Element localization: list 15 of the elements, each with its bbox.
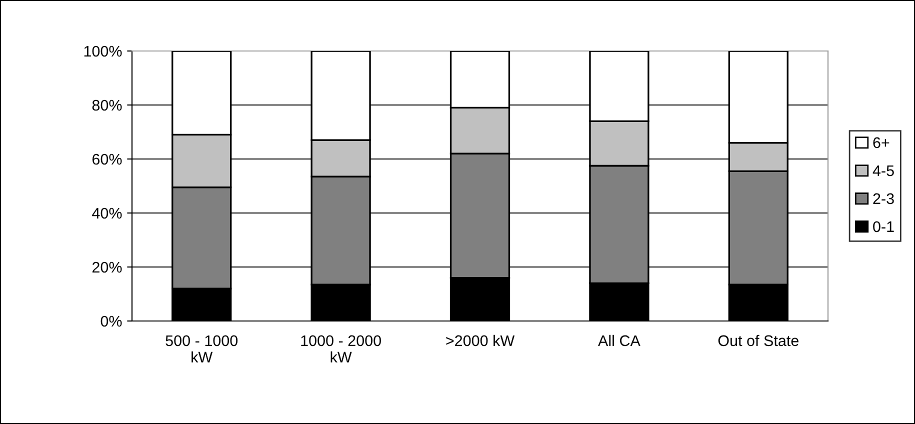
x-tick-label: All CA — [598, 334, 640, 346]
y-tick-label: 20% — [92, 262, 122, 273]
legend-label: 6+ — [873, 137, 890, 148]
y-tick-label: 0% — [100, 316, 122, 327]
legend-label: 0-1 — [873, 221, 894, 232]
legend-label: 2-3 — [873, 193, 894, 204]
y-tick-label: 40% — [92, 208, 122, 219]
y-tick-label: 100% — [84, 46, 122, 57]
x-tick-label: 1000 - 2000 kW — [301, 335, 381, 362]
x-tick-label: >2000 kW — [446, 334, 515, 346]
legend-label: 4-5 — [872, 165, 894, 176]
y-tick-label: 60% — [92, 154, 122, 165]
y-tick-label: 80% — [92, 100, 122, 111]
x-tick-label: 500 - 1000 kW — [166, 335, 238, 362]
x-tick-label: Out of State — [718, 334, 798, 346]
